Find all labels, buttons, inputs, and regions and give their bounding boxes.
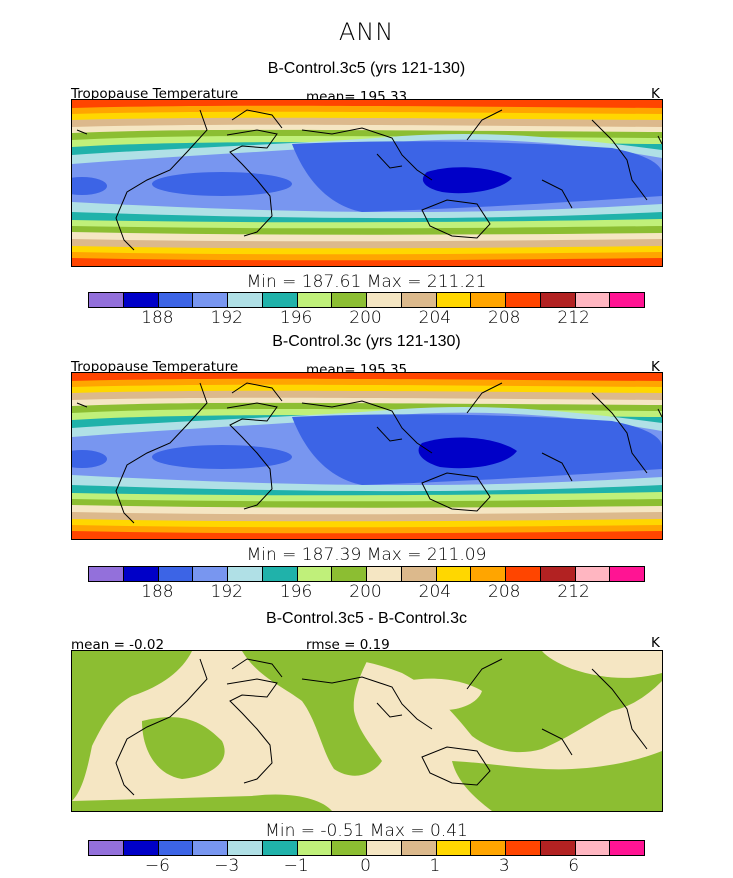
panel-3-difference-plot [72,651,662,811]
panel-3-colorbar-swatch [540,841,576,855]
panel-3-colorbar-swatch [436,841,472,855]
panel-3-tick-label: 1 [429,856,441,876]
panel-2-colorbar-swatch [332,567,367,581]
panel-1-colorbar-swatch [158,293,194,307]
panel-3-colorbar-swatch [401,841,437,855]
panel-1-contour-plot [72,100,662,266]
panel-3-colorbar-swatch [575,841,611,855]
panel-1-units-label: K [651,86,660,102]
panel-1-colorbar-swatch [123,293,159,307]
panel-2-tick-label: 212 [557,582,590,602]
panel-2-colorbar-ticks: 188 192 196 200 204 208 212 [88,582,643,602]
panel-1-colorbar-ticks: 188 192 196 200 204 208 212 [88,308,643,328]
panel-3-tick-label: −6 [144,856,170,876]
panel-3-title: B-Control.3c5 - B-Control.3c [266,610,467,627]
panel-2-colorbar-swatch [367,567,402,581]
panel-3-tick-label: −1 [283,856,309,876]
panel-3-colorbar-swatch [89,841,124,855]
panel-2-colorbar-swatch [89,567,124,581]
panel-3-colorbar-swatch [471,841,506,855]
panel-2-colorbar-swatch [228,567,263,581]
panel-3-colorbar-swatch [506,841,541,855]
panel-2-colorbar-swatch [297,567,333,581]
panel-2-colorbar-swatch [436,567,472,581]
panel-3-stats: Min = -0.51 Max = 0.41 [265,821,468,841]
panel-3-colorbar-swatch [367,841,402,855]
panel-3-rmse-label: rmse = 0.19 [306,637,390,653]
panel-1-colorbar-swatch [297,293,333,307]
panel-2-tick-label: 200 [349,582,382,602]
panel-2-map [71,372,663,540]
panel-1-tick-label: 212 [557,308,590,328]
panel-3-tick-label: 3 [498,856,510,876]
panel-1-title: B-Control.3c5 (yrs 121-130) [267,60,466,77]
panel-2-colorbar-swatch [401,567,437,581]
panel-3-colorbar-swatch [123,841,159,855]
panel-1-colorbar-swatch [540,293,576,307]
panel-2-colorbar-swatch [193,567,228,581]
panel-1-colorbar-swatch [332,293,367,307]
panel-2-colorbar-swatch [610,567,644,581]
panel-1-colorbar-swatch [367,293,402,307]
panel-1-tick-label: 204 [418,308,452,328]
panel-3-colorbar-ticks: −6 −3 −1 0 1 3 6 [88,856,643,876]
panel-2-title: B-Control.3c (yrs 121-130) [272,333,461,350]
panel-2-tick-label: 204 [418,582,452,602]
panel-1-colorbar-swatch [401,293,437,307]
panel-1-colorbar-swatch [610,293,644,307]
panel-2-colorbar-swatch [262,567,298,581]
panel-3-colorbar-swatch [610,841,644,855]
panel-2-tick-label: 208 [488,582,521,602]
panel-1-colorbar-swatch [575,293,611,307]
figure-title: ANN [338,18,395,46]
panel-2-colorbar [88,566,645,582]
panel-2-tick-label: 196 [279,582,313,602]
panel-2-stats: Min = 187.39 Max = 211.09 [246,545,487,565]
panel-1-colorbar-swatch [193,293,228,307]
panel-2-colorbar-swatch [540,567,576,581]
panel-2-colorbar-swatch [471,567,506,581]
panel-1-colorbar-swatch [228,293,263,307]
panel-1-tick-label: 196 [279,308,313,328]
panel-1-tick-label: 200 [349,308,382,328]
panel-2-field-label: Tropopause Temperature [71,359,239,375]
panel-1-colorbar-swatch [89,293,124,307]
panel-2-colorbar-swatch [506,567,541,581]
panel-2-colorbar-swatch [575,567,611,581]
panel-1-field-label: Tropopause Temperature [71,86,239,102]
panel-1-colorbar-swatch [262,293,298,307]
panel-2-contour-plot [72,373,662,539]
panel-1-tick-label: 188 [141,308,174,328]
panel-1-map [71,99,663,267]
panel-3-tick-label: 6 [568,856,580,876]
panel-3-tick-label: −3 [214,856,240,876]
panel-3-map [71,650,663,812]
panel-3-units-label: K [651,635,660,651]
panel-1-tick-label: 192 [210,308,243,328]
panel-3-colorbar-swatch [297,841,333,855]
panel-2-colorbar-swatch [123,567,159,581]
panel-3-mean-label: mean = -0.02 [71,637,165,653]
panel-3-tick-label: 0 [360,856,371,876]
panel-3-colorbar-swatch [193,841,228,855]
panel-1-colorbar-swatch [436,293,472,307]
panel-1-stats: Min = 187.61 Max = 211.21 [246,272,487,292]
panel-2-colorbar-swatch [158,567,194,581]
panel-3-colorbar [88,840,645,856]
panel-1-colorbar-swatch [506,293,541,307]
panel-3-colorbar-swatch [158,841,194,855]
panel-3-colorbar-swatch [228,841,263,855]
panel-3-colorbar-swatch [262,841,298,855]
panel-2-tick-label: 188 [141,582,174,602]
panel-1-tick-label: 208 [488,308,521,328]
panel-1-colorbar-swatch [471,293,506,307]
panel-1-colorbar [88,292,645,308]
panel-2-tick-label: 192 [210,582,243,602]
panel-2-units-label: K [651,359,660,375]
panel-3-colorbar-swatch [332,841,367,855]
